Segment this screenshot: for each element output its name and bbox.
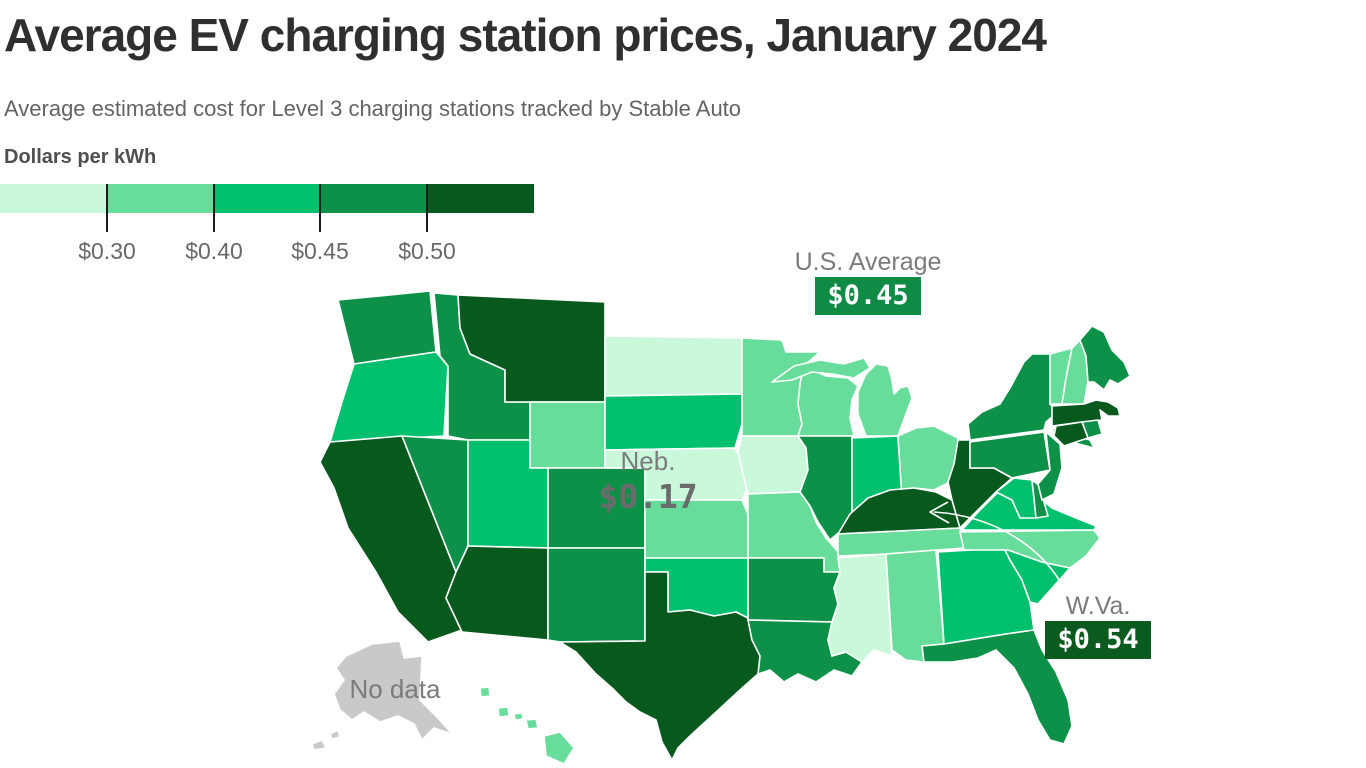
state-AK-aleutians xyxy=(311,729,341,751)
state-ND xyxy=(604,335,743,397)
west-virginia-label: W.Va. xyxy=(1065,592,1131,620)
state-PA xyxy=(969,431,1051,479)
wva-pointer-arrow xyxy=(929,501,1067,593)
state-SD xyxy=(604,393,743,451)
state-NJ xyxy=(1037,431,1063,501)
nebraska-value: $0.17 xyxy=(598,477,698,516)
state-MI xyxy=(857,363,913,437)
chart-title: Average EV charging station prices, Janu… xyxy=(4,9,1047,61)
state-AZ xyxy=(445,545,549,641)
no-data-label: No data xyxy=(349,674,441,704)
state-NM xyxy=(547,547,646,643)
state-AK xyxy=(333,640,453,741)
state-MI-upper-peninsula xyxy=(771,357,871,383)
chart-subtitle: Average estimated cost for Level 3 charg… xyxy=(4,96,742,121)
legend-swatch-3 xyxy=(213,184,321,213)
legend-tick-label: $0.30 xyxy=(78,238,136,264)
state-HI-molokai xyxy=(513,712,524,721)
us-average-annotation: U.S. Average $0.45 xyxy=(780,248,956,315)
west-virginia-value-badge: $0.54 xyxy=(1045,621,1151,659)
legend-swatch-1 xyxy=(0,184,107,213)
legend-title: Dollars per kWh xyxy=(4,146,157,168)
state-HI-big-island xyxy=(543,731,575,765)
legend-tick-label: $0.50 xyxy=(398,238,456,264)
state-TX xyxy=(559,571,763,761)
state-HI-kauai xyxy=(479,686,491,698)
state-FL xyxy=(921,629,1073,745)
legend-swatch-5 xyxy=(427,184,534,213)
legend-tick xyxy=(319,184,321,232)
state-IA xyxy=(737,435,809,495)
state-ME xyxy=(1079,325,1131,391)
state-OR xyxy=(329,351,449,443)
state-CT xyxy=(1053,421,1089,447)
state-HI-oahu xyxy=(497,706,510,718)
nebraska-label: Neb. xyxy=(620,446,676,476)
legend-tick xyxy=(426,184,428,232)
state-MS xyxy=(827,553,893,663)
nebraska-annotation: Neb. $0.17 xyxy=(560,446,736,516)
legend-color-scale xyxy=(0,184,534,213)
legend-swatch-4 xyxy=(320,184,428,213)
state-shapes xyxy=(311,290,1131,765)
legend-tick-label: $0.40 xyxy=(185,238,243,264)
state-NY xyxy=(967,353,1059,441)
state-MT xyxy=(457,294,606,403)
us-average-value-badge: $0.45 xyxy=(815,277,921,315)
legend-swatch-2 xyxy=(106,184,214,213)
state-WA xyxy=(337,290,437,365)
legend-tick xyxy=(213,184,215,232)
legend-tick xyxy=(106,184,108,232)
west-virginia-annotation: W.Va. $0.54 xyxy=(1030,592,1166,659)
state-HI-maui xyxy=(525,718,539,730)
state-WI xyxy=(797,365,859,437)
state-NC xyxy=(959,529,1101,569)
legend-tick-label: $0.45 xyxy=(291,238,349,264)
us-average-label: U.S. Average xyxy=(794,248,942,276)
